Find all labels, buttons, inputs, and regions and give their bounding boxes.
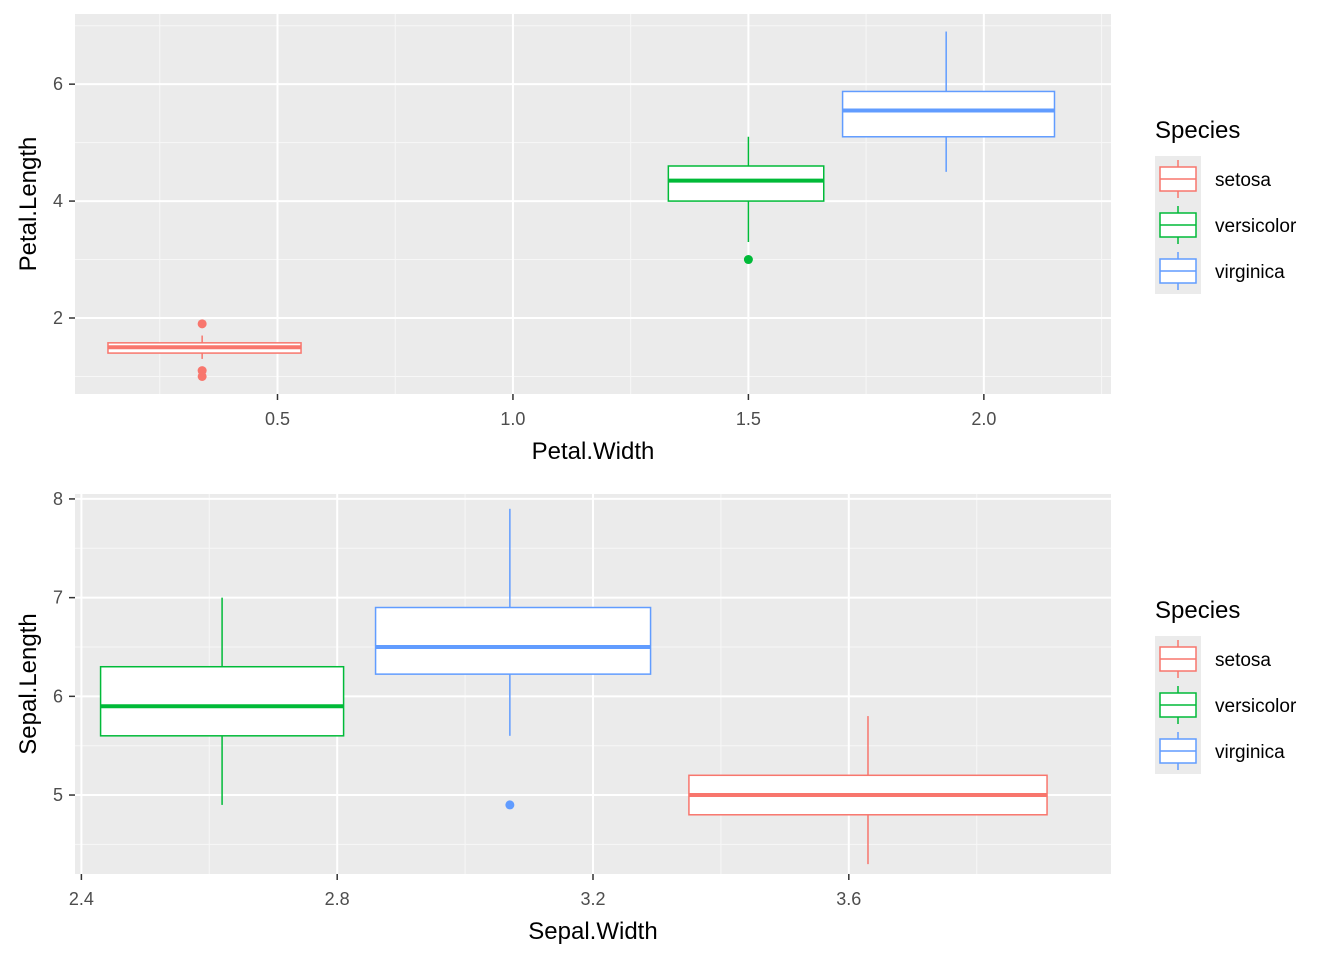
box-iqr xyxy=(374,606,652,675)
box-iqr xyxy=(667,165,825,202)
y-tick-label: 4 xyxy=(53,191,63,211)
legend-label-virginica: virginica xyxy=(1215,262,1285,283)
x-tick-label: 2.4 xyxy=(69,889,94,909)
box-iqr xyxy=(841,90,1056,138)
x-axis-title: Sepal.Width xyxy=(528,918,657,945)
legend-label-setosa: setosa xyxy=(1215,650,1271,671)
x-tick-label: 0.5 xyxy=(265,409,290,429)
chart-petal: 0.5 1.0 1.5 2.0 2 4 6 Petal.Width Petal.Length Sp… xyxy=(15,14,1297,465)
y-tick-label: 8 xyxy=(53,489,63,509)
legend-label-virginica: virginica xyxy=(1215,742,1285,763)
legend-key-virginica xyxy=(1155,248,1201,294)
box-virginica xyxy=(374,508,652,810)
box-versicolor xyxy=(667,136,825,265)
x-axis-title: Petal.Width xyxy=(532,438,655,465)
panel-background xyxy=(75,14,1111,394)
outlier-point xyxy=(197,319,207,329)
box-setosa xyxy=(107,319,302,381)
legend-label-versicolor: versicolor xyxy=(1215,696,1297,717)
outlier-point xyxy=(505,800,515,810)
outlier-point xyxy=(197,366,207,376)
legend-title: Species xyxy=(1155,597,1240,624)
y-tick-label: 2 xyxy=(53,308,63,328)
y-tick-label: 7 xyxy=(53,588,63,608)
box-setosa xyxy=(688,716,1048,865)
legend-key-setosa xyxy=(1155,156,1201,202)
x-tick-label: 2.0 xyxy=(971,409,996,429)
legend-label-versicolor: versicolor xyxy=(1215,216,1297,237)
legend-key-versicolor xyxy=(1155,202,1201,248)
y-axis-title: Petal.Length xyxy=(15,137,42,272)
y-axis-title: Sepal.Length xyxy=(15,613,42,754)
box-iqr xyxy=(99,665,345,737)
x-tick-label: 1.0 xyxy=(500,409,525,429)
legend-title: Species xyxy=(1155,117,1240,144)
y-tick-label: 6 xyxy=(53,74,63,94)
x-tick-label: 1.5 xyxy=(736,409,761,429)
legend-key-virginica xyxy=(1155,728,1201,774)
legend-key-versicolor xyxy=(1155,682,1201,728)
y-tick-label: 5 xyxy=(53,785,63,805)
legend: Species setosa versicolor virginica xyxy=(1155,597,1297,774)
x-tick-label: 3.2 xyxy=(580,889,605,909)
y-tick-label: 6 xyxy=(53,686,63,706)
x-tick-label: 3.6 xyxy=(836,889,861,909)
box-versicolor xyxy=(99,597,345,805)
chart-sepal: 2.4 2.8 3.2 3.6 5 6 7 8 Sepal.Width Sepal.Length S… xyxy=(15,489,1297,945)
box-virginica xyxy=(841,31,1056,172)
legend-label-setosa: setosa xyxy=(1215,170,1271,191)
legend: Species setosa versicolor virginica xyxy=(1155,117,1297,294)
x-tick-label: 2.8 xyxy=(325,889,350,909)
legend-key-setosa xyxy=(1155,636,1201,682)
outlier-point xyxy=(743,255,753,265)
